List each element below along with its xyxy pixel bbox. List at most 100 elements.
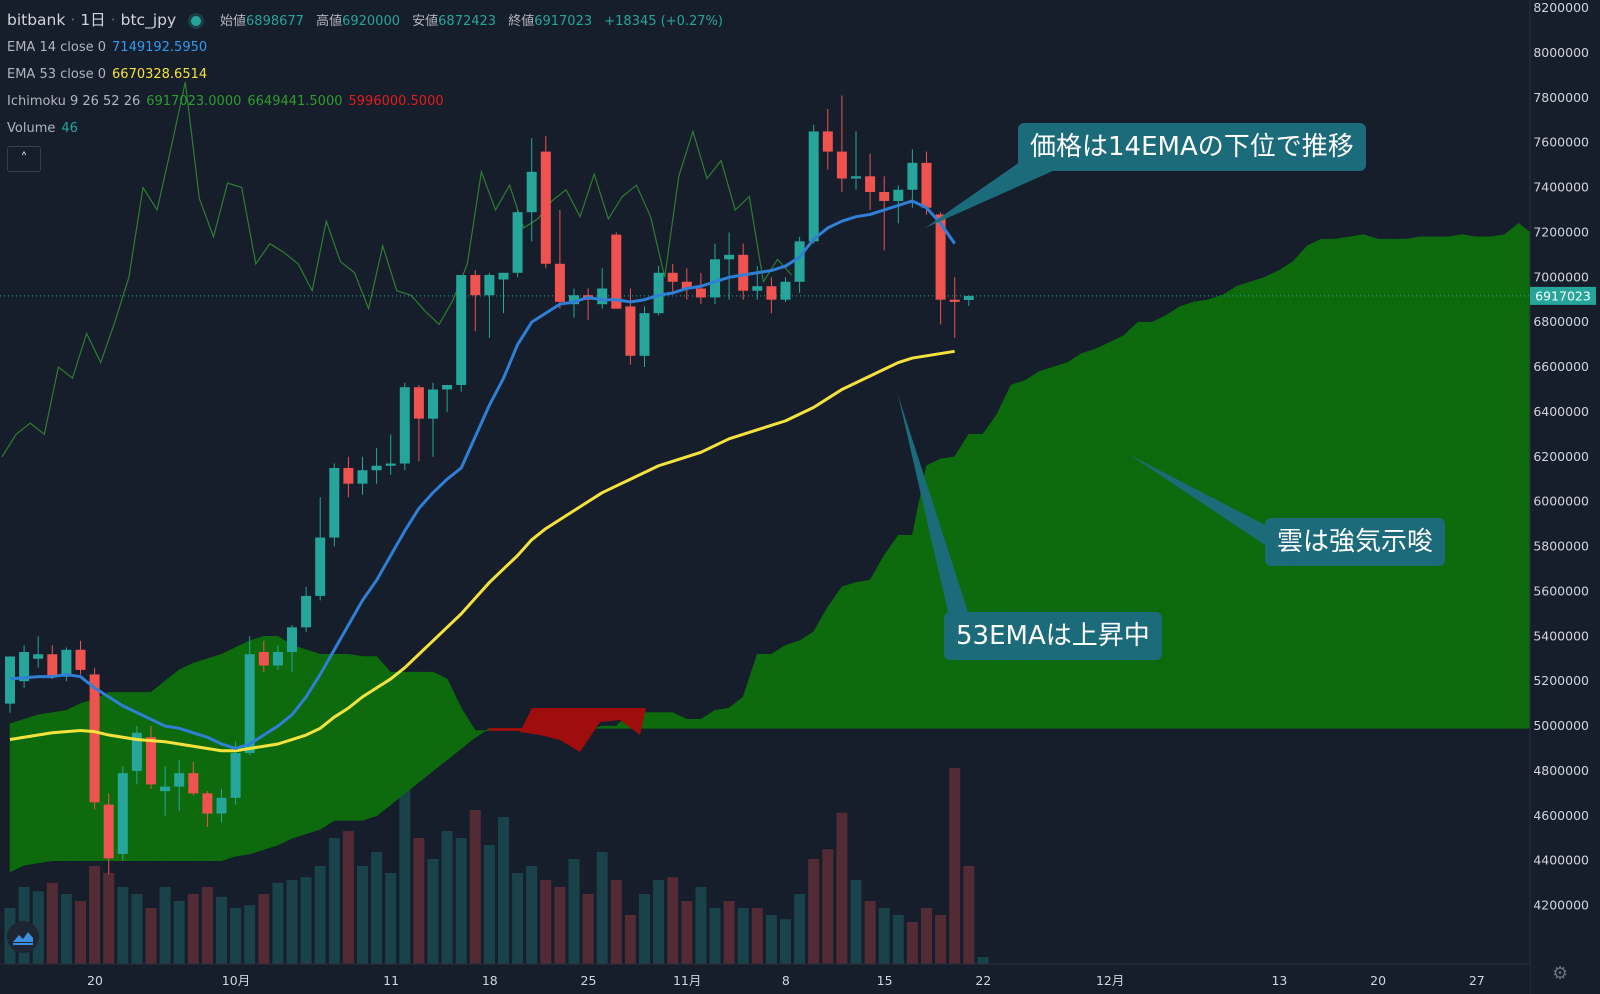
price-tick-label: 6600000 bbox=[1533, 359, 1589, 374]
ichimoku-cloud-segment bbox=[1151, 314, 1167, 729]
volume-bar bbox=[836, 812, 848, 964]
ema53-legend[interactable]: EMA 53 close 0 6670328.6514 bbox=[7, 67, 213, 82]
candle-up bbox=[597, 288, 608, 305]
time-tick-label: 8 bbox=[782, 973, 790, 988]
volume-legend[interactable]: Volume 46 bbox=[7, 121, 84, 136]
volume-bar bbox=[216, 896, 227, 964]
exchange-name[interactable]: bitbank bbox=[7, 11, 66, 29]
candle-down bbox=[611, 234, 622, 309]
ichimoku-cloud-segment bbox=[362, 656, 377, 821]
ichimoku-cloud-segment bbox=[799, 631, 815, 729]
ichimoku-cloud-segment bbox=[841, 582, 857, 729]
volume-bar bbox=[385, 873, 397, 964]
candle-down bbox=[258, 652, 269, 666]
volume-bar bbox=[963, 866, 975, 964]
candle-down bbox=[822, 131, 833, 152]
candle-up bbox=[484, 275, 495, 296]
candle-up bbox=[19, 652, 30, 682]
candle-down bbox=[75, 649, 86, 670]
settings-gear-icon[interactable]: ⚙ bbox=[1552, 963, 1569, 984]
price-tick-label: 6400000 bbox=[1533, 404, 1589, 419]
volume-bar bbox=[610, 880, 622, 964]
ichimoku-cloud-segment bbox=[1363, 234, 1378, 729]
volume-bar bbox=[667, 877, 679, 964]
volume-bar bbox=[286, 880, 298, 964]
ichimoku-cloud-segment bbox=[714, 707, 730, 729]
ichimoku-cloud-segment bbox=[601, 725, 617, 729]
candle-up bbox=[907, 162, 918, 190]
ichimoku-cloud-segment bbox=[686, 719, 702, 729]
ichimoku-cloud-segment bbox=[1476, 236, 1491, 729]
ichimoku-cloud-segment bbox=[66, 703, 81, 861]
candle-down bbox=[540, 151, 551, 264]
market-status-dot bbox=[191, 15, 202, 26]
ichimoku-cloud-segment bbox=[1109, 335, 1125, 729]
price-tick-label: 4600000 bbox=[1533, 808, 1589, 823]
ichimoku-cloud-segment bbox=[1377, 238, 1393, 729]
time-tick-label: 11 bbox=[383, 973, 399, 988]
candle-down bbox=[470, 275, 481, 296]
ema53-legend-label: EMA 53 close 0 bbox=[7, 67, 107, 82]
volume-bar bbox=[864, 901, 876, 964]
volume-bar bbox=[117, 887, 129, 964]
ichimoku-cloud-segment bbox=[164, 669, 180, 861]
interval-label[interactable]: 1日 bbox=[80, 11, 106, 29]
ichimoku-cloud-segment bbox=[1039, 366, 1054, 729]
ichimoku-cloud-segment bbox=[1335, 236, 1350, 729]
candle-up bbox=[160, 786, 171, 792]
ichimoku-cloud-segment bbox=[1123, 321, 1139, 729]
candle-up bbox=[498, 272, 509, 280]
open-label: 始値 bbox=[220, 14, 247, 29]
ichimoku-cloud-segment bbox=[1010, 380, 1026, 729]
ichimoku-cloud-segment bbox=[771, 644, 786, 729]
ichimoku-cloud-segment bbox=[503, 727, 518, 731]
time-axis bbox=[0, 964, 1530, 994]
price-tick-label: 7600000 bbox=[1533, 135, 1589, 150]
ichimoku-cloud-segment bbox=[178, 662, 194, 861]
candle-down bbox=[202, 793, 213, 814]
ichimoku-value-2: 6649441.5000 bbox=[247, 94, 343, 109]
last-price-tag-label: 6917023 bbox=[1535, 288, 1591, 303]
volume-bar bbox=[624, 915, 636, 964]
volume-bar bbox=[173, 901, 185, 964]
volume-bar bbox=[89, 866, 101, 964]
candle-up bbox=[526, 171, 537, 213]
volume-bar bbox=[737, 908, 749, 964]
symbol-name[interactable]: btc_jpy bbox=[120, 11, 177, 29]
volume-bar bbox=[131, 894, 143, 964]
candle-down bbox=[413, 387, 424, 419]
ichimoku-cloud-segment bbox=[1349, 234, 1364, 729]
price-tick-label: 5200000 bbox=[1533, 673, 1589, 688]
ichimoku-legend[interactable]: Ichimoku 9 26 52 26 6917023.0000 6649441.5… bbox=[7, 94, 450, 109]
ichimoku-cloud-segment bbox=[1081, 348, 1096, 729]
ema14-legend-value: 7149192.5950 bbox=[112, 40, 208, 55]
volume-bar bbox=[582, 894, 594, 964]
candle-up bbox=[893, 189, 904, 201]
volume-bar bbox=[75, 901, 86, 964]
candle-up bbox=[639, 313, 650, 356]
candle-down bbox=[949, 299, 960, 302]
volume-bar bbox=[441, 831, 453, 964]
time-tick-label: 18 bbox=[482, 973, 498, 988]
ohlc-values: 始値6898677 高値6920000 安値6872423 終値6917023 … bbox=[220, 14, 731, 29]
ichimoku-cloud-segment bbox=[1278, 261, 1294, 729]
high-value: 6920000 bbox=[342, 14, 400, 29]
ichimoku-cloud-segment bbox=[1236, 281, 1252, 729]
price-tick-label: 7000000 bbox=[1533, 269, 1589, 284]
ema53-callout: 53EMAは上昇中 bbox=[944, 612, 1162, 660]
tradingview-logo-icon[interactable] bbox=[7, 921, 39, 953]
volume-bar bbox=[300, 877, 312, 964]
volume-bar bbox=[780, 919, 791, 964]
volume-bar bbox=[258, 894, 270, 964]
candle-down bbox=[625, 306, 636, 356]
candle-up bbox=[399, 387, 410, 464]
ema14-line bbox=[9, 199, 956, 750]
volume-bar bbox=[568, 859, 580, 964]
time-tick-label: 27 bbox=[1469, 973, 1485, 988]
ema14-legend[interactable]: EMA 14 close 0 7149192.5950 bbox=[7, 40, 213, 55]
ichimoku-bearish-cloud bbox=[520, 708, 646, 752]
close-value: 6917023 bbox=[534, 14, 593, 29]
volume-bar bbox=[357, 866, 368, 964]
time-tick-label: 25 bbox=[581, 973, 597, 988]
collapse-legend-button[interactable]: ˄ bbox=[7, 146, 41, 172]
